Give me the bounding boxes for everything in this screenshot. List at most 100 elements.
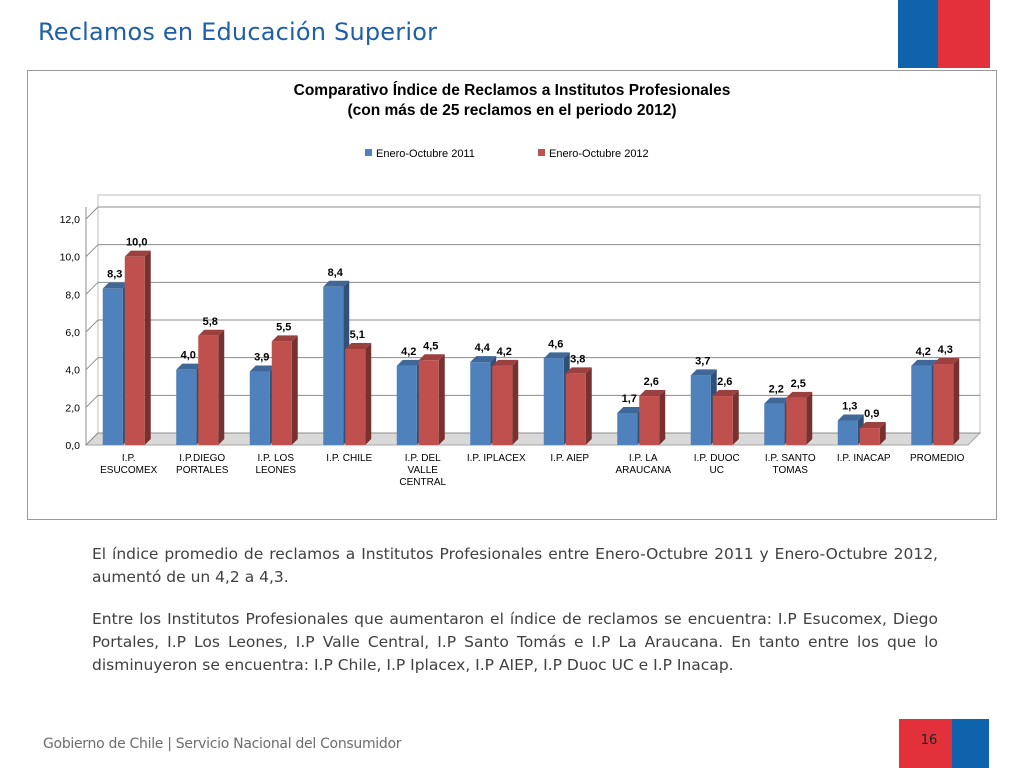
data-label: 10,0 [126, 237, 147, 249]
x-category-label-line: I.P. IPLACEX [467, 453, 526, 464]
slide-title: Reclamos en Educación Superior [38, 18, 438, 46]
bar-2012 [198, 329, 225, 445]
bar-side [879, 422, 886, 445]
bar-side [144, 250, 151, 445]
bar-side [732, 390, 739, 445]
x-category-label-line: TOMAS [773, 465, 809, 476]
legend-label: Enero-Octubre 2012 [549, 148, 649, 160]
bar-front [102, 288, 123, 445]
y-tick-label: 8,0 [65, 289, 80, 301]
y-tick-label: 10,0 [60, 252, 81, 264]
data-label: 4,5 [423, 340, 438, 352]
flag-blue-block [898, 0, 938, 68]
x-category-label-line: ARAUCANA [615, 465, 671, 476]
bar-top [418, 354, 445, 361]
chart-frame: Comparativo Índice de Reclamos a Institu… [27, 70, 997, 520]
detail-paragraph: Entre los Institutos Profesionales que a… [92, 610, 938, 674]
x-category-label: I.P. DUOC UC [694, 453, 740, 476]
x-category-label: I.P. AIEP [550, 453, 589, 464]
data-label: 2,6 [644, 376, 659, 388]
bar-2012 [418, 354, 445, 445]
data-label: 4,2 [401, 346, 416, 358]
chart-labels: 8,3 10,0 I.P. ESUCOMEX 4,0 5,8 I.P.DIEGO PORTAL… [100, 237, 965, 488]
x-category-label-line: PROMEDIO [910, 453, 965, 464]
gridline-depth [85, 357, 99, 371]
x-category-label-line: I.P. SANTO [765, 453, 816, 464]
bar-2012 [124, 250, 151, 445]
bar-front [565, 373, 586, 445]
x-category-label: I.P. SANTO TOMAS [765, 453, 816, 476]
bar-top [176, 363, 203, 370]
data-label: 3,8 [570, 353, 585, 365]
bar-2012 [271, 335, 298, 445]
bar-front [712, 396, 733, 445]
x-category-label-line: I.P. LOS [257, 453, 294, 464]
bar-side [512, 359, 519, 445]
data-label: 4,0 [181, 350, 196, 362]
bar-front [345, 348, 366, 445]
x-category-label-line: I.P. CHILE [326, 453, 372, 464]
bar-front [271, 341, 292, 445]
gridline-depth [85, 281, 99, 295]
data-label: 4,3 [938, 344, 953, 356]
bar-2012 [712, 390, 739, 445]
bar-2012 [345, 342, 372, 445]
chart-bars [102, 250, 960, 445]
bar-front [837, 420, 858, 445]
x-category-label: I.P. ESUCOMEX [100, 453, 158, 476]
bar-2011 [837, 414, 864, 445]
footer-branding: Gobierno de Chile | Servicio Nacional de… [43, 736, 402, 752]
footer-blue-block [952, 719, 989, 768]
bar-2012 [492, 359, 519, 445]
x-category-label-line: CENTRAL [399, 477, 446, 488]
gridline-depth [85, 206, 99, 220]
x-category-label: I.P. IPLACEX [467, 453, 526, 464]
bar-chart: Comparativo Índice de Reclamos a Institu… [60, 82, 982, 488]
bar-side [806, 391, 813, 445]
x-category-label-line: VALLE [408, 465, 439, 476]
data-label: 4,4 [475, 342, 491, 354]
bar-top [764, 397, 791, 404]
footer-red-block [899, 719, 952, 768]
bar-front [323, 286, 344, 445]
data-label: 2,6 [717, 376, 732, 388]
bar-side [659, 390, 666, 445]
chart-back-wall [97, 194, 981, 434]
bar-side [218, 329, 225, 445]
legend-swatch [538, 149, 545, 156]
x-category-label-line: I.P. INACAP [837, 453, 891, 464]
y-tick-label: 12,0 [60, 214, 81, 226]
data-label: 3,9 [254, 352, 269, 364]
bar-front [786, 397, 807, 445]
gridline-depth [85, 244, 99, 258]
bar-top [786, 391, 813, 398]
bar-side [438, 354, 445, 445]
x-category-label: I.P.DIEGO PORTALES [176, 453, 229, 476]
bar-top [639, 390, 666, 397]
bar-top [933, 358, 960, 365]
bar-top [543, 352, 570, 359]
bar-top [124, 250, 151, 257]
y-tick-label: 4,0 [65, 365, 80, 377]
bar-front [176, 369, 197, 445]
x-category-label-line: I.P. LA [629, 453, 658, 464]
y-tick-label: 0,0 [65, 440, 80, 452]
bar-side [291, 335, 298, 445]
x-category-label: I.P. CHILE [326, 453, 372, 464]
bar-front [124, 256, 145, 445]
bar-side [585, 367, 592, 445]
bar-front [859, 428, 880, 445]
gridline-depth [85, 319, 99, 333]
page-number: 16 [920, 733, 938, 748]
bar-front [617, 412, 638, 445]
bar-top [198, 329, 225, 336]
bar-front [933, 364, 954, 445]
chart-grid: 0,0 2,0 4,0 6,0 8,0 10,0 12,0 [60, 194, 982, 452]
bar-front [911, 365, 932, 445]
data-label: 4,6 [548, 338, 563, 350]
bar-side [365, 342, 372, 445]
bar-2012 [786, 391, 813, 445]
bar-top [396, 359, 423, 366]
gridline-depth [85, 432, 99, 446]
bar-front [418, 360, 439, 445]
